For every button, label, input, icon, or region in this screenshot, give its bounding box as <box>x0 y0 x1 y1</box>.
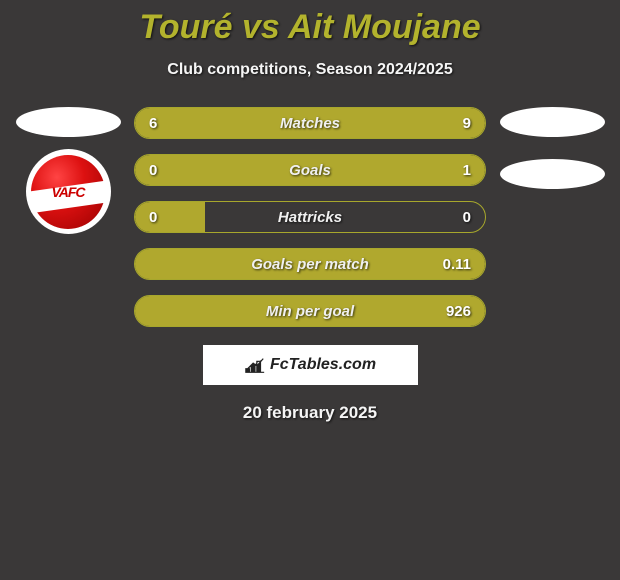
stat-label: Matches <box>280 115 340 132</box>
club-left-badge: VAFC <box>26 149 111 234</box>
stat-row: 6 Matches 9 <box>134 107 486 139</box>
stat-value-left: 6 <box>149 115 157 132</box>
stat-label: Goals per match <box>251 256 369 273</box>
stats-container: 6 Matches 9 0 Goals 1 0 Hattricks 0 Goals per mat… <box>128 107 492 327</box>
stat-row: Goals per match 0.11 <box>134 248 486 280</box>
player-left-avatar <box>16 107 121 137</box>
page-title: Touré vs Ait Moujane <box>0 0 620 47</box>
chart-icon <box>244 355 266 375</box>
stat-row: 0 Hattricks 0 <box>134 201 486 233</box>
stat-row: 0 Goals 1 <box>134 154 486 186</box>
club-badge-inner: VAFC <box>31 155 105 229</box>
stat-value-right: 9 <box>463 115 471 132</box>
stat-value-left: 0 <box>149 162 157 179</box>
stat-value-right: 0.11 <box>443 256 471 273</box>
stat-row: Min per goal 926 <box>134 295 486 327</box>
right-side <box>492 107 612 327</box>
club-right-placeholder <box>500 159 605 189</box>
player-right-avatar <box>500 107 605 137</box>
left-side: VAFC <box>8 107 128 327</box>
stat-fill-left <box>135 202 205 232</box>
stat-label: Goals <box>289 162 331 179</box>
stat-fill-left <box>135 155 205 185</box>
stat-fill-right <box>205 155 485 185</box>
subtitle: Club competitions, Season 2024/2025 <box>0 61 620 79</box>
branding-text: FcTables.com <box>270 356 376 374</box>
date-text: 20 february 2025 <box>0 403 620 423</box>
branding-badge: FcTables.com <box>203 345 418 385</box>
stat-value-right: 0 <box>463 209 471 226</box>
stat-value-right: 1 <box>463 162 471 179</box>
stat-label: Min per goal <box>266 303 354 320</box>
stat-label: Hattricks <box>278 209 342 226</box>
club-badge-text: VAFC <box>51 184 84 200</box>
stat-value-right: 926 <box>446 303 471 320</box>
comparison-layout: VAFC 6 Matches 9 0 Goals 1 0 Hattricks 0 Goals pe… <box>0 107 620 327</box>
stat-value-left: 0 <box>149 209 157 226</box>
